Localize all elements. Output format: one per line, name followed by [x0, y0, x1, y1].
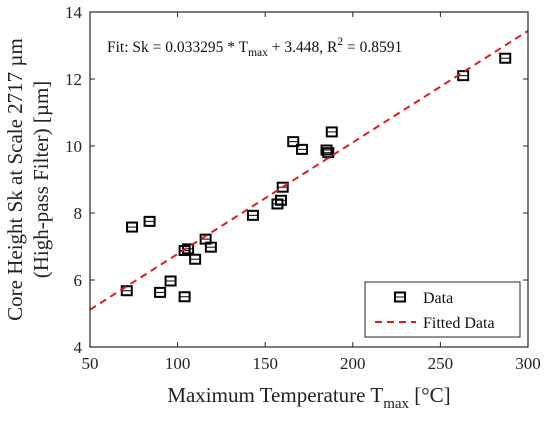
data-point: [457, 70, 470, 82]
axis-ticks: 50 100 150 200 250 300 4 6 8 10 12 14: [65, 3, 541, 373]
y-tick-label: 14: [65, 3, 83, 22]
fit-annotation: Fit: Sk = 0.033295 * Tmax + 3.448, R2 = …: [107, 36, 402, 59]
legend-box: [364, 281, 521, 338]
fit-annotation-pre: Fit: Sk = 0.033295 * T: [107, 39, 249, 56]
data-point: [126, 221, 139, 233]
fit-annotation-sup: 2: [337, 36, 343, 48]
y-tick-label: 6: [74, 271, 83, 290]
x-tick-label: 250: [428, 354, 454, 373]
data-point: [204, 241, 217, 253]
x-axis-label-main: Maximum Temperature T: [167, 383, 383, 407]
legend-fit-label: Fitted Data: [423, 315, 495, 332]
y-tick-label: 12: [65, 70, 82, 89]
legend-data-marker: [394, 291, 406, 303]
legend-data-symbol: [394, 291, 406, 303]
data-point: [178, 291, 191, 303]
y-axis-label-line1: Core Height Sk at Scale 2717 µm: [3, 38, 27, 321]
data-point: [164, 275, 177, 287]
x-tick-label: 200: [340, 354, 366, 373]
plot-frame: [89, 11, 529, 348]
data-point: [246, 209, 259, 221]
data-point: [189, 253, 202, 265]
data-point: [499, 52, 512, 64]
y-tick-label: 10: [65, 137, 82, 156]
legend: Data Fitted Data: [364, 281, 521, 338]
y-tick-label: 8: [74, 204, 83, 223]
x-tick-label: 150: [252, 354, 278, 373]
legend-data-label: Data: [423, 290, 453, 307]
y-axis-label-line2: (High-pass Filter) [µm]: [29, 81, 53, 279]
data-point: [274, 194, 287, 206]
fit-annotation-sub: max: [248, 47, 268, 59]
x-tick-label: 50: [82, 354, 99, 373]
data-point: [295, 143, 308, 155]
x-axis-label-unit: [°C]: [409, 383, 451, 407]
y-axis-label: Core Height Sk at Scale 2717 µm (High-pa…: [3, 38, 53, 321]
data-point: [325, 126, 338, 138]
fit-annotation-post: = 0.8591: [343, 39, 402, 56]
y-tick-label: 4: [74, 338, 83, 357]
x-tick-label: 300: [515, 354, 541, 373]
x-axis-label-sub: max: [383, 396, 409, 412]
fit-line: [89, 30, 529, 311]
fit-annotation-mid: + 3.448, R: [268, 39, 338, 56]
data-markers: [120, 52, 512, 303]
x-axis-label: Maximum Temperature Tmax [°C]: [167, 383, 450, 412]
data-point: [143, 215, 156, 227]
data-point: [120, 285, 133, 297]
data-point: [154, 286, 167, 298]
data-point: [287, 136, 300, 148]
x-tick-label: 100: [165, 354, 191, 373]
